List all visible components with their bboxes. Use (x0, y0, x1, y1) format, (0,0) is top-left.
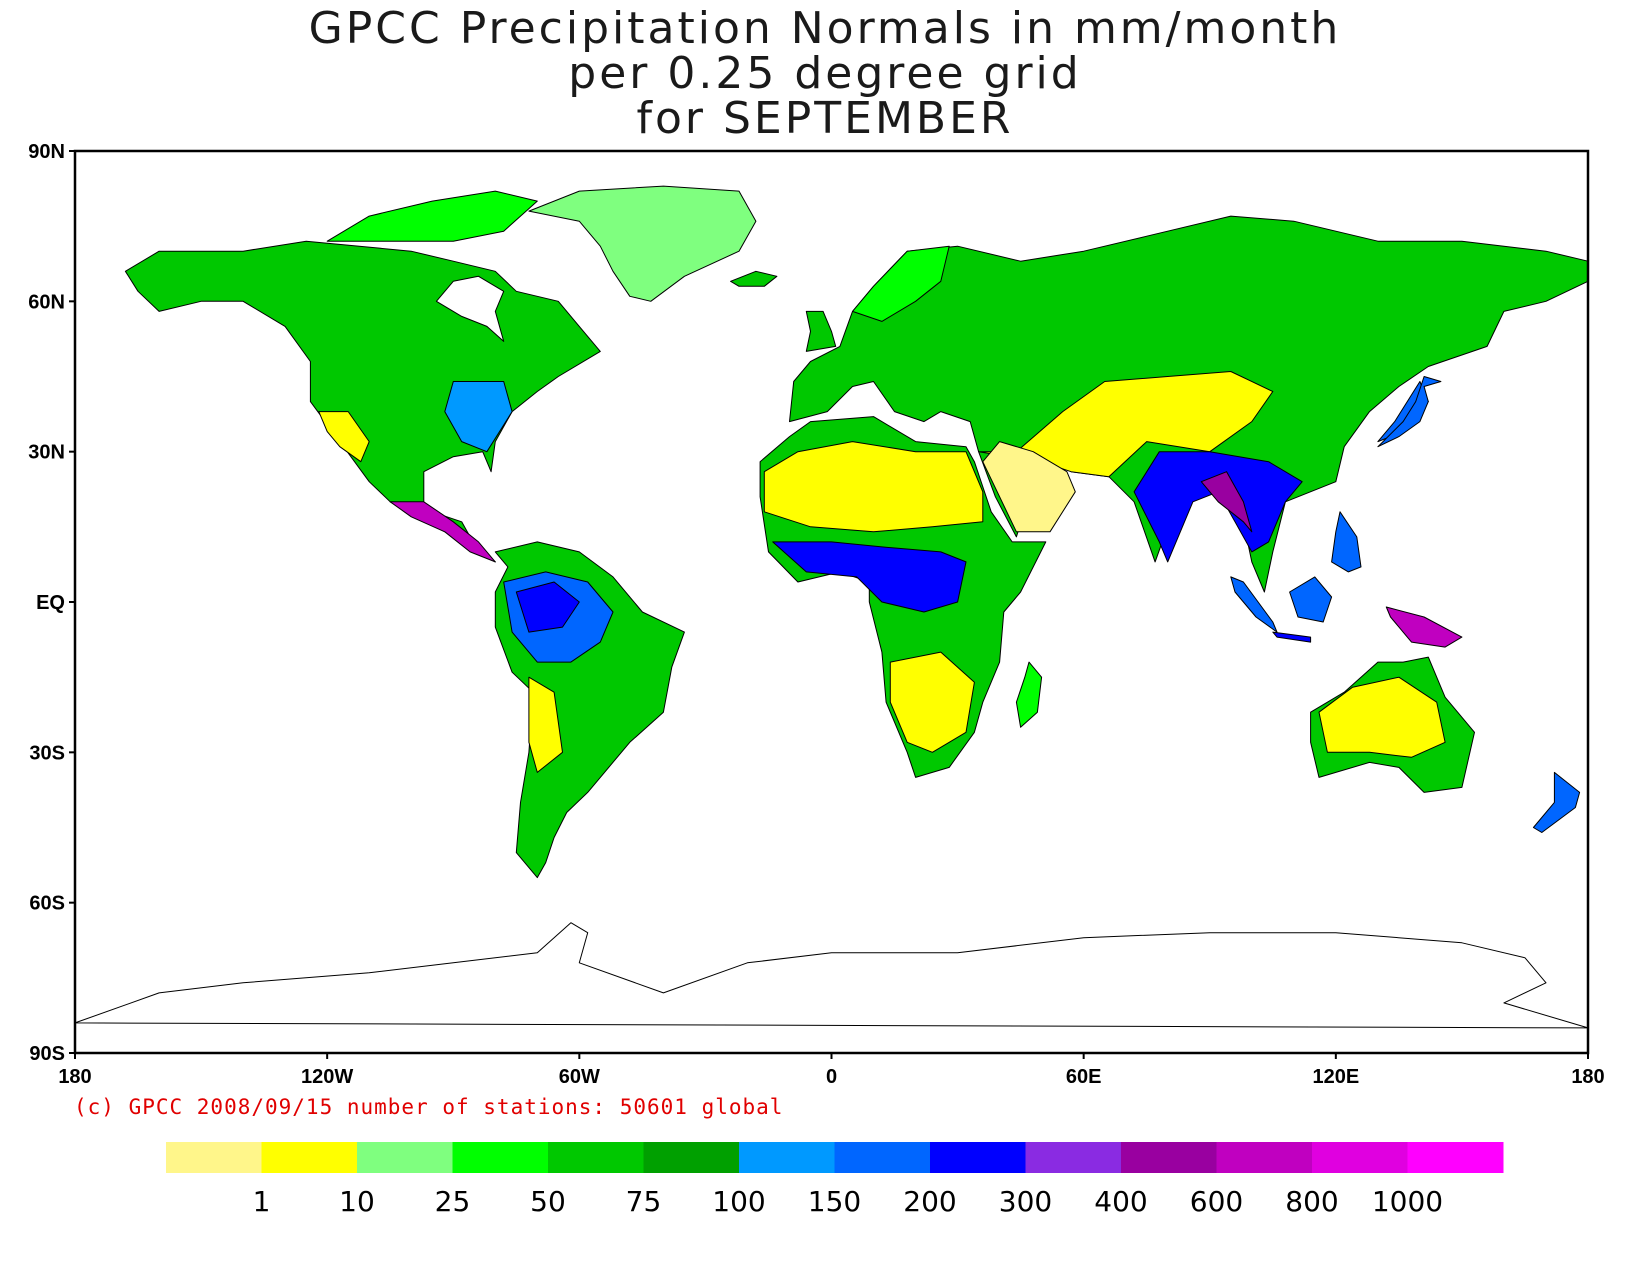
region-monsoon-core (1200, 471, 1253, 533)
legend-swatch (452, 1142, 549, 1173)
y-tick-label: EQ (36, 592, 65, 614)
y-tick-label: 60N (28, 291, 65, 313)
region-southern-africa-dry (889, 651, 975, 753)
legend-swatch (357, 1142, 453, 1173)
region-antarctica (74, 922, 1589, 1029)
legend-swatch (1025, 1142, 1122, 1173)
legend-swatch (930, 1142, 1026, 1173)
y-tick-label: 60S (29, 893, 65, 915)
region-new-zealand (1532, 771, 1581, 833)
legend-label: 75 (626, 1185, 662, 1218)
legend-label: 50 (530, 1185, 566, 1218)
legend-swatch (1407, 1142, 1504, 1173)
region-philippines (1331, 511, 1362, 573)
title-line-2: per 0.25 degree grid (568, 48, 1082, 99)
region-java (1272, 631, 1312, 643)
region-australia-interior-dry (1318, 676, 1446, 758)
legend-swatch (261, 1142, 358, 1173)
region-canadian-arctic (326, 190, 538, 242)
legend-label: 800 (1285, 1185, 1338, 1218)
region-central-america-wet (389, 501, 496, 563)
region-north-america (124, 240, 601, 563)
legend-swatch (1312, 1142, 1408, 1173)
region-sumatra (1230, 576, 1278, 633)
legend-label: 1000 (1372, 1185, 1443, 1218)
legend-label: 100 (712, 1185, 765, 1218)
legend-label: 10 (339, 1185, 375, 1218)
title-line-3: for SEPTEMBER (636, 93, 1014, 144)
legend-label: 600 (1190, 1185, 1243, 1218)
region-us-southwest-dry (318, 411, 370, 463)
x-tick-label: 120W (301, 1066, 353, 1088)
color-legend: 1 10 25 50 75 100 150 200 300 400 600 800 1000 (166, 1142, 1504, 1218)
legend-swatch (739, 1142, 835, 1173)
legend-label: 150 (808, 1185, 861, 1218)
x-tick-label: 180 (1571, 1066, 1604, 1088)
region-iceland (730, 270, 778, 287)
region-scandinavia-north (852, 245, 950, 322)
region-borneo (1289, 576, 1333, 623)
region-atacama-dry (528, 676, 563, 773)
copyright-note: (c) GPCC 2008/09/15 number of stations: … (74, 1095, 784, 1119)
legend-swatch (548, 1142, 644, 1173)
region-sahara-dry (763, 441, 984, 533)
x-tick-label: 60E (1066, 1066, 1102, 1088)
legend-label: 400 (1094, 1185, 1147, 1218)
region-arabian-peninsula-dry (982, 441, 1076, 533)
region-central-africa-wet (772, 541, 967, 613)
region-japan (1377, 376, 1442, 448)
region-new-guinea (1385, 606, 1463, 648)
title-line-1: GPCC Precipitation Normals in mm/month (308, 3, 1342, 54)
map-layer (74, 185, 1589, 1029)
region-greenland (528, 185, 757, 302)
legend-swatch (643, 1142, 740, 1173)
y-tick-label: 30N (28, 442, 65, 464)
legend-swatch (834, 1142, 931, 1173)
legend-label: 25 (435, 1185, 471, 1218)
region-middle-east-and-central-asia-dry (978, 371, 1274, 478)
x-tick-label: 0 (826, 1066, 837, 1088)
y-tick-label: 90S (29, 1043, 65, 1065)
title-block: GPCC Precipitation Normals in mm/month p… (0, 6, 1650, 141)
region-india-and-se-asia-wet (1133, 451, 1303, 563)
legend-swatch (166, 1142, 262, 1173)
region-hudson-bay (435, 275, 505, 342)
x-tick-label: 120E (1312, 1066, 1359, 1088)
x-tick-label: 60W (559, 1066, 600, 1088)
y-tick-label: 90N (28, 141, 65, 163)
region-amazon-core (515, 581, 580, 633)
legend-label: 200 (903, 1185, 956, 1218)
region-british-isles (805, 310, 837, 352)
legend-label: 300 (999, 1185, 1052, 1218)
region-madagascar (1015, 661, 1043, 728)
legend-label: 1 (253, 1185, 271, 1218)
legend-swatch (1121, 1142, 1217, 1173)
legend-swatch (1216, 1142, 1313, 1173)
y-tick-label: 30S (29, 742, 65, 764)
x-tick-label: 180 (58, 1066, 91, 1088)
region-eastern-us-wet (444, 381, 513, 453)
